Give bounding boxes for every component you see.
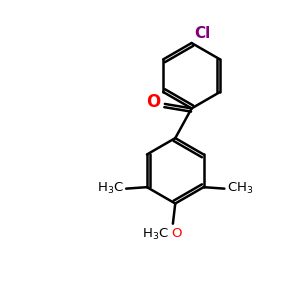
Text: H$_3$C: H$_3$C [142,227,168,242]
Text: CH$_3$: CH$_3$ [227,181,253,196]
Text: O: O [146,93,160,111]
Text: O: O [171,227,182,240]
Text: Cl: Cl [194,26,210,40]
Text: H$_3$C: H$_3$C [97,181,124,196]
